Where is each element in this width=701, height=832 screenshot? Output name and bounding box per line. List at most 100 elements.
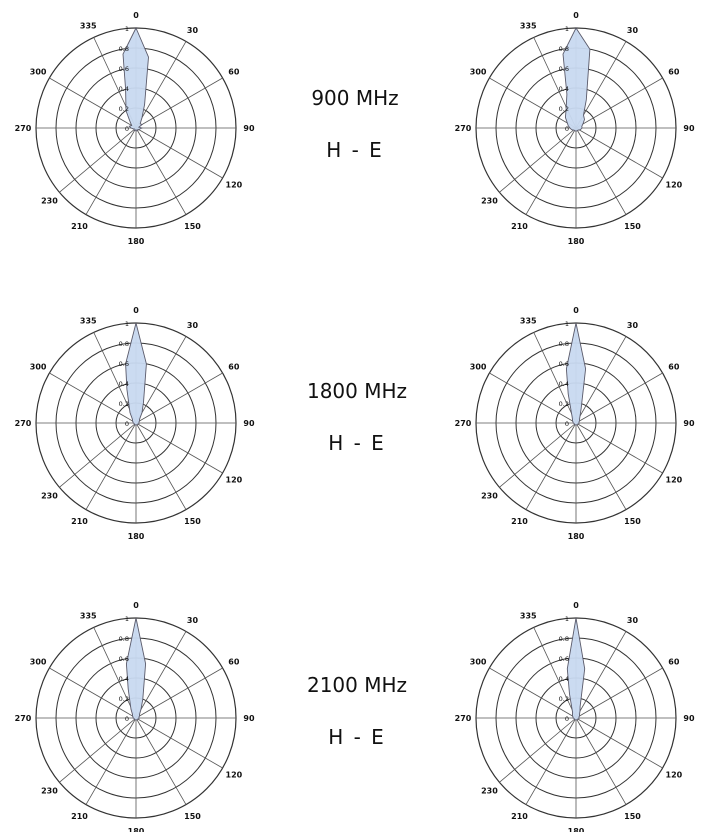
angle-tick-label: 150 bbox=[624, 222, 641, 231]
radial-tick-label: 0.2 bbox=[119, 695, 129, 703]
spoke-line bbox=[59, 422, 137, 488]
spoke-line bbox=[575, 127, 663, 179]
radial-tick-label: 0.8 bbox=[559, 635, 569, 643]
angle-tick-label: 230 bbox=[481, 787, 498, 796]
spoke-line bbox=[499, 422, 577, 488]
spoke-line bbox=[135, 41, 187, 129]
radial-tick-label: 0.2 bbox=[119, 400, 129, 408]
polar-chart-4: 0 30 60 90 120 150 180 210 230 270 300 335 0 0.2 0.4 0.… bbox=[455, 306, 695, 541]
angle-tick-label: 30 bbox=[187, 321, 199, 330]
angle-tick-label: 335 bbox=[80, 22, 97, 31]
radial-tick-label: 0.2 bbox=[119, 105, 129, 113]
radial-tick-label: 1 bbox=[125, 25, 129, 33]
angle-tick-label: 90 bbox=[243, 419, 255, 428]
angle-tick-label: 300 bbox=[470, 658, 487, 667]
spoke-line bbox=[575, 631, 627, 719]
radial-tick-label: 1 bbox=[125, 615, 129, 623]
spoke-line bbox=[135, 336, 187, 424]
radial-tick-label: 0.4 bbox=[119, 85, 129, 93]
angle-tick-label: 210 bbox=[71, 222, 88, 231]
radial-tick-label: 0.6 bbox=[119, 655, 129, 663]
spoke-line bbox=[85, 127, 137, 215]
angle-tick-label: 230 bbox=[481, 492, 498, 501]
angle-tick-label: 180 bbox=[128, 532, 145, 541]
angle-tick-label: 335 bbox=[80, 612, 97, 621]
spoke-line bbox=[533, 627, 577, 719]
angle-tick-label: 120 bbox=[666, 771, 683, 780]
radial-tick-label: 0.8 bbox=[119, 635, 129, 643]
radial-tick-label: 0.4 bbox=[559, 380, 569, 388]
row-1-frequency-label: 900 MHz bbox=[311, 86, 399, 110]
angle-tick-label: 120 bbox=[226, 771, 243, 780]
spoke-line bbox=[135, 717, 223, 769]
angle-tick-label: 30 bbox=[627, 26, 639, 35]
angle-tick-label: 335 bbox=[520, 317, 537, 326]
radial-tick-label: 1 bbox=[565, 25, 569, 33]
spoke-line bbox=[575, 372, 663, 424]
angle-tick-label: 270 bbox=[15, 124, 32, 133]
angle-tick-label: 30 bbox=[187, 26, 199, 35]
angle-tick-label: 300 bbox=[470, 68, 487, 77]
angle-tick-label: 210 bbox=[71, 812, 88, 821]
radial-tick-label: 0 bbox=[565, 125, 569, 133]
angle-tick-label: 270 bbox=[15, 419, 32, 428]
angle-tick-label: 0 bbox=[133, 601, 139, 610]
spoke-line bbox=[59, 717, 137, 783]
angle-tick-label: 60 bbox=[668, 363, 680, 372]
angle-tick-label: 180 bbox=[568, 532, 585, 541]
angle-tick-label: 120 bbox=[226, 181, 243, 190]
radial-tick-label: 0.4 bbox=[559, 85, 569, 93]
angle-tick-label: 270 bbox=[455, 714, 472, 723]
radiation-pattern-area bbox=[562, 27, 591, 132]
spoke-line bbox=[489, 77, 577, 129]
angle-tick-label: 30 bbox=[627, 321, 639, 330]
spoke-line bbox=[93, 627, 137, 719]
radial-tick-label: 0.4 bbox=[559, 675, 569, 683]
angle-tick-label: 210 bbox=[511, 812, 528, 821]
angle-tick-label: 0 bbox=[133, 11, 139, 20]
spoke-line bbox=[575, 422, 627, 510]
radial-tick-label: 0.6 bbox=[559, 655, 569, 663]
spoke-line bbox=[575, 127, 627, 215]
radial-tick-label: 0.4 bbox=[119, 380, 129, 388]
angle-tick-label: 0 bbox=[573, 306, 579, 315]
angle-tick-label: 0 bbox=[573, 601, 579, 610]
angle-tick-label: 90 bbox=[243, 714, 255, 723]
radiation-pattern-area bbox=[122, 26, 149, 132]
spoke-line bbox=[489, 372, 577, 424]
angle-tick-label: 230 bbox=[481, 197, 498, 206]
spoke-line bbox=[85, 422, 137, 510]
radial-tick-label: 0.6 bbox=[119, 65, 129, 73]
polar-chart-3: 0 30 60 90 120 150 180 210 230 270 300 335 0 0.2 0.4 0.… bbox=[15, 306, 255, 541]
spoke-line bbox=[135, 717, 187, 805]
angle-tick-label: 60 bbox=[668, 68, 680, 77]
angle-tick-label: 180 bbox=[128, 827, 145, 832]
radial-tick-label: 0 bbox=[565, 715, 569, 723]
radiation-pattern-area bbox=[566, 617, 586, 721]
angle-tick-label: 210 bbox=[71, 517, 88, 526]
spoke-line bbox=[575, 422, 663, 474]
radial-tick-label: 0 bbox=[125, 420, 129, 428]
spoke-line bbox=[525, 127, 577, 215]
angle-tick-label: 230 bbox=[41, 197, 58, 206]
angle-tick-label: 90 bbox=[683, 419, 695, 428]
radial-tick-label: 1 bbox=[565, 615, 569, 623]
radial-tick-label: 0.4 bbox=[119, 675, 129, 683]
spoke-line bbox=[135, 372, 223, 424]
angle-tick-label: 210 bbox=[511, 222, 528, 231]
angle-tick-label: 60 bbox=[228, 68, 240, 77]
spoke-line bbox=[135, 422, 187, 510]
radial-tick-label: 0 bbox=[565, 420, 569, 428]
angle-tick-label: 120 bbox=[226, 476, 243, 485]
angle-tick-label: 300 bbox=[30, 363, 47, 372]
spoke-line bbox=[59, 127, 137, 193]
angle-tick-label: 180 bbox=[568, 827, 585, 832]
spoke-line bbox=[525, 717, 577, 805]
angle-tick-label: 0 bbox=[573, 11, 579, 20]
angle-tick-label: 30 bbox=[187, 616, 199, 625]
angle-tick-label: 335 bbox=[520, 22, 537, 31]
angle-tick-label: 270 bbox=[15, 714, 32, 723]
spoke-line bbox=[49, 372, 137, 424]
angle-tick-label: 150 bbox=[184, 812, 201, 821]
